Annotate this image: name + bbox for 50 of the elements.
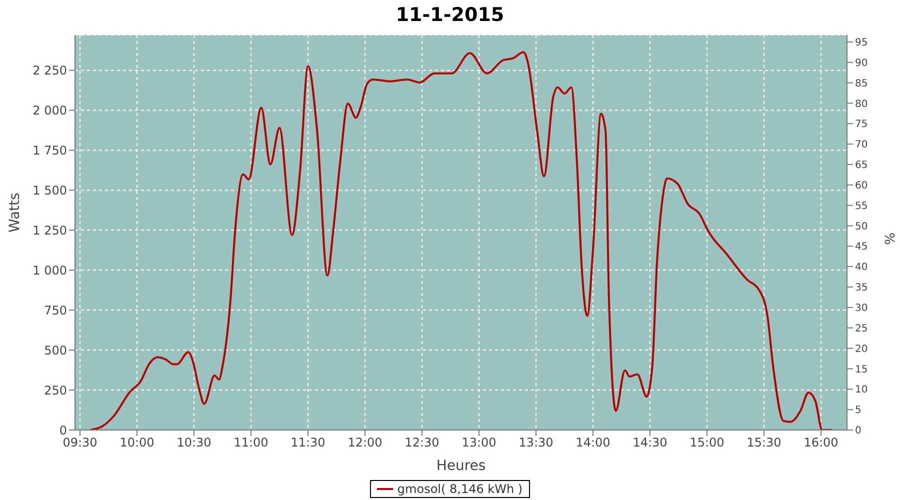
y-axis-title: Watts <box>6 192 23 232</box>
x-tick-label: 15:00 <box>690 436 724 450</box>
y2-axis-title: % <box>884 232 899 245</box>
y-tick-label: 2 000 <box>32 104 67 118</box>
x-tick-label: 12:30 <box>404 436 440 450</box>
y2-tick-label: 80 <box>855 98 868 110</box>
y2-tick-label: 60 <box>855 180 868 192</box>
y-tick-label: 750 <box>44 303 67 318</box>
y2-tick-label: 75 <box>855 119 868 130</box>
y-tick-label: 1 250 <box>32 223 67 238</box>
y-tick-label: 1 750 <box>32 144 67 158</box>
x-tick-label: 10:00 <box>120 436 154 450</box>
y-tick-label: 0 <box>59 423 67 438</box>
y2-tick-label: 95 <box>855 37 868 48</box>
x-tick-label: 11:00 <box>234 436 268 450</box>
y2-tick-label: 40 <box>855 262 868 274</box>
x-tick-label: 12:00 <box>348 436 382 450</box>
y-tick-label: 500 <box>44 343 67 358</box>
x-tick-label: 13:00 <box>462 436 496 450</box>
y2-tick-label: 5 <box>855 405 862 416</box>
x-tick-label: 09:30 <box>62 436 98 450</box>
y2-tick-label: 85 <box>855 78 868 90</box>
x-tick-label: 13:30 <box>518 436 554 450</box>
y2-tick-label: 10 <box>855 384 868 396</box>
y-tick-label: 250 <box>44 383 67 398</box>
legend-label: gmosol( 8,146 kWh ) <box>397 482 523 496</box>
x-tick-label: 16:00 <box>804 436 838 450</box>
y2-tick-label: 35 <box>855 282 868 294</box>
y2-tick-label: 30 <box>855 303 868 314</box>
x-tick-label: 15:30 <box>746 436 782 450</box>
y2-tick-label: 90 <box>855 58 868 69</box>
x-tick-label: 14:00 <box>576 436 610 450</box>
chart-title: 11-1-2015 <box>394 4 506 26</box>
y2-tick-label: 25 <box>855 323 868 334</box>
line-series <box>89 51 834 430</box>
y2-tick-label: 20 <box>855 344 868 355</box>
y2-tick-label: 50 <box>855 221 868 232</box>
x-tick-label: 10:30 <box>176 436 212 450</box>
y2-tick-label: 45 <box>855 242 868 253</box>
y2-tick-label: 55 <box>855 200 868 212</box>
y2-tick-label: 15 <box>855 364 868 376</box>
x-axis-title: Heures <box>436 458 486 474</box>
y2-tick-label: 70 <box>855 140 868 151</box>
y2-tick-label: 65 <box>855 160 868 172</box>
y-tick-label: 2 250 <box>32 64 67 78</box>
y-tick-label: 1 000 <box>32 263 67 278</box>
y-tick-label: 1 500 <box>32 183 67 198</box>
x-tick-label: 11:30 <box>290 436 326 450</box>
x-tick-label: 14:30 <box>632 436 668 450</box>
y2-tick-label: 0 <box>855 426 862 437</box>
